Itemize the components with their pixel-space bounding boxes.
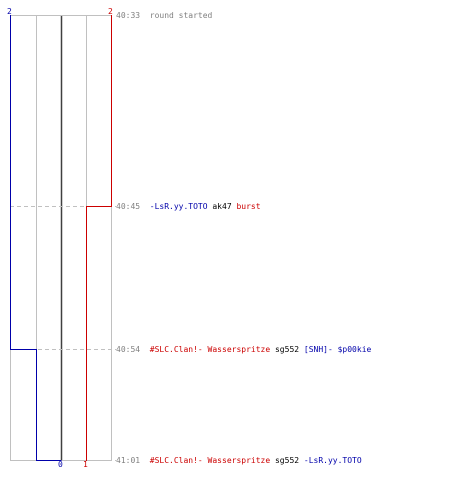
event-time: 41:01 [116, 456, 141, 465]
event-row: 40:54 #SLC.Clan!- Wasserspritze sg552 [S… [116, 345, 371, 355]
event-weapon: ak47 [207, 202, 237, 211]
event-time: 40:54 [116, 345, 141, 354]
blue-team-step-line [10, 15, 62, 461]
event-killer: #SLC.Clan!- Wasserspritze [149, 456, 271, 465]
blue-team-end-score: 0 [58, 460, 63, 469]
event-text: round started [149, 11, 213, 20]
event-weapon: sg552 [270, 456, 304, 465]
event-row: 40:33 round started [116, 11, 212, 21]
event-time: 40:33 [116, 11, 141, 20]
event-victim: -LsR.yy.TOTO [303, 456, 362, 465]
event-victim: [SNH]- $p00kie [303, 345, 372, 354]
blue-team-start-score: 2 [7, 7, 12, 16]
red-team-step-line [86, 15, 112, 461]
event-victim: burst [236, 202, 261, 211]
event-time: 40:45 [116, 202, 141, 211]
event-killer: -LsR.yy.TOTO [149, 202, 208, 211]
event-killer: #SLC.Clan!- Wasserspritze [149, 345, 271, 354]
event-weapon: sg552 [270, 345, 304, 354]
event-row: 40:45 -LsR.yy.TOTO ak47 burst [116, 202, 261, 212]
red-team-start-score: 2 [108, 7, 113, 16]
event-row: 41:01 #SLC.Clan!- Wasserspritze sg552 -L… [116, 456, 362, 466]
red-team-end-score: 1 [83, 460, 88, 469]
